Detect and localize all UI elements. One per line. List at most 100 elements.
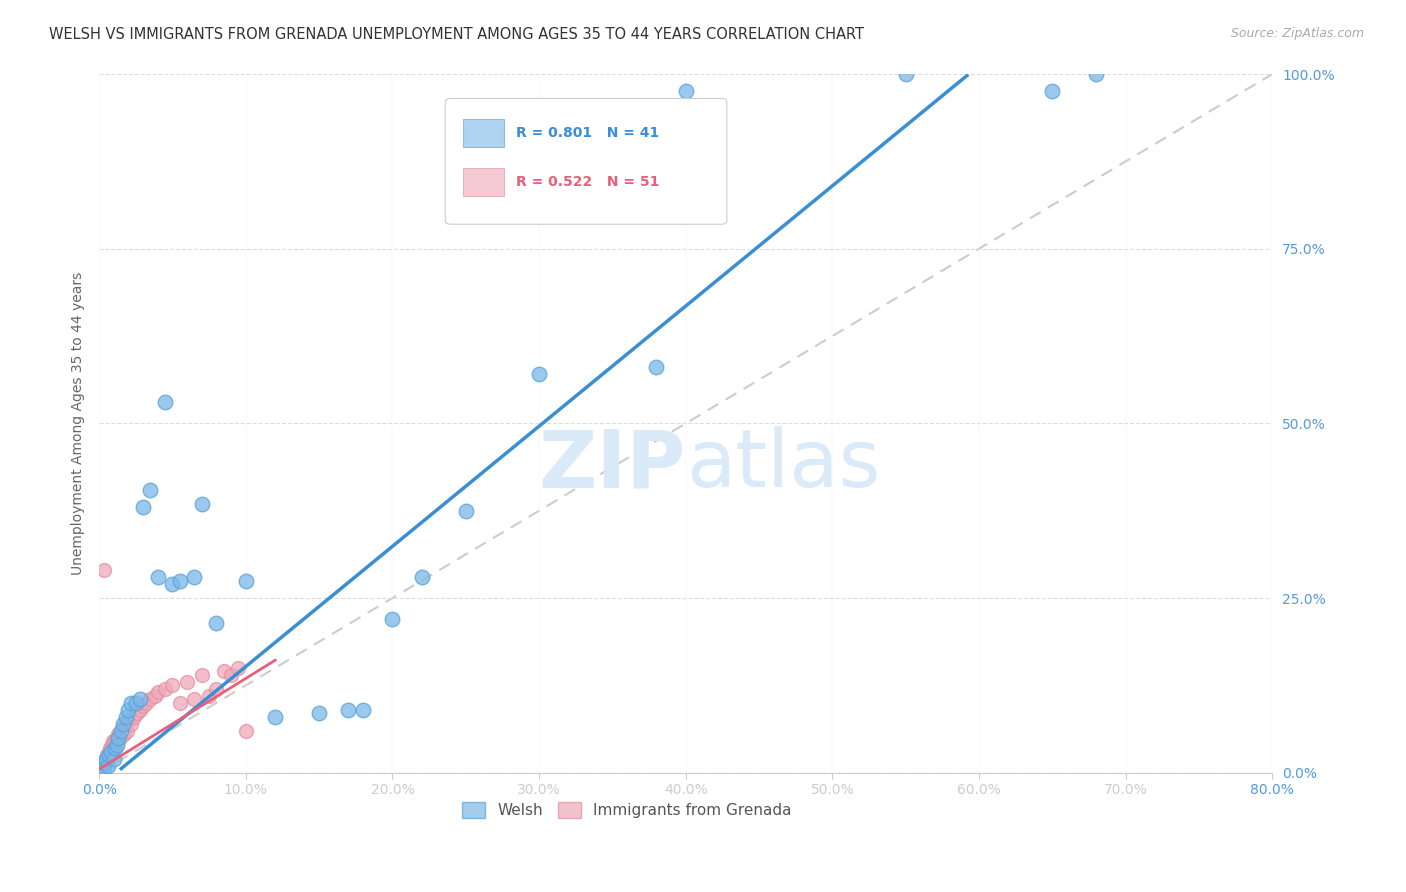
Bar <box>463 120 503 147</box>
Legend: Welsh, Immigrants from Grenada: Welsh, Immigrants from Grenada <box>456 797 799 824</box>
Point <box>228 661 250 675</box>
Point <box>146 685 169 699</box>
Point <box>894 67 917 81</box>
Point <box>153 395 176 409</box>
Point <box>98 741 121 756</box>
Point <box>191 497 214 511</box>
Point <box>91 756 114 770</box>
Point <box>132 500 155 515</box>
Point <box>114 716 136 731</box>
Point <box>100 738 122 752</box>
Point <box>124 710 146 724</box>
Point <box>219 668 242 682</box>
Point <box>264 710 287 724</box>
Point <box>103 738 125 752</box>
Point <box>352 703 374 717</box>
Point <box>98 748 121 763</box>
Point <box>103 752 125 766</box>
Point <box>308 706 330 721</box>
Point <box>108 731 131 745</box>
Point <box>235 574 257 588</box>
Point <box>101 734 124 748</box>
Point <box>117 703 139 717</box>
Point <box>205 615 228 630</box>
Point <box>645 360 668 375</box>
Point <box>205 681 228 696</box>
Point <box>129 703 152 717</box>
Point <box>125 696 148 710</box>
Point <box>527 368 550 382</box>
Text: WELSH VS IMMIGRANTS FROM GRENADA UNEMPLOYMENT AMONG AGES 35 TO 44 YEARS CORRELAT: WELSH VS IMMIGRANTS FROM GRENADA UNEMPLO… <box>49 27 865 42</box>
FancyBboxPatch shape <box>446 98 727 224</box>
Point <box>112 727 135 741</box>
Point <box>162 577 184 591</box>
Point <box>105 738 128 752</box>
Point <box>94 756 117 770</box>
Point <box>411 570 433 584</box>
Point <box>143 689 166 703</box>
Text: atlas: atlas <box>686 426 880 504</box>
Point <box>110 723 132 738</box>
Point <box>169 574 191 588</box>
Point <box>198 689 221 703</box>
Point <box>96 752 118 766</box>
Point <box>132 699 155 714</box>
Point <box>111 716 134 731</box>
Point <box>100 745 122 759</box>
Point <box>91 758 114 772</box>
Point <box>110 723 132 738</box>
Point <box>107 727 129 741</box>
Text: ZIP: ZIP <box>538 426 686 504</box>
Point <box>183 570 205 584</box>
Text: R = 0.801   N = 41: R = 0.801 N = 41 <box>516 127 659 140</box>
Point <box>153 681 176 696</box>
Point <box>139 692 162 706</box>
Point <box>135 696 157 710</box>
Point <box>176 674 198 689</box>
Point <box>120 716 142 731</box>
Text: R = 0.522   N = 51: R = 0.522 N = 51 <box>516 176 659 189</box>
Point <box>337 703 360 717</box>
Point <box>96 752 118 766</box>
Point <box>129 692 152 706</box>
Point <box>107 731 129 745</box>
Point <box>91 758 114 772</box>
Point <box>90 762 112 776</box>
Point <box>169 696 191 710</box>
Point <box>94 756 117 770</box>
Point <box>96 748 118 763</box>
Point <box>1042 85 1064 99</box>
Point <box>93 563 115 577</box>
Y-axis label: Unemployment Among Ages 35 to 44 years: Unemployment Among Ages 35 to 44 years <box>72 272 86 575</box>
Point <box>454 504 477 518</box>
Point <box>93 757 115 772</box>
Point <box>98 748 121 763</box>
Point <box>115 723 138 738</box>
Point <box>381 612 404 626</box>
Point <box>97 758 120 772</box>
Point <box>105 731 128 745</box>
Point <box>183 692 205 706</box>
Point <box>120 696 142 710</box>
Bar <box>463 169 503 196</box>
Point <box>94 753 117 767</box>
Point <box>104 741 127 756</box>
Point <box>212 665 235 679</box>
Point <box>191 668 214 682</box>
Point <box>127 706 149 721</box>
Point <box>1085 67 1108 81</box>
Point <box>101 741 124 756</box>
Point <box>117 714 139 728</box>
Point <box>139 483 162 497</box>
Point <box>162 678 184 692</box>
Point <box>146 570 169 584</box>
Point <box>675 85 697 99</box>
Text: Source: ZipAtlas.com: Source: ZipAtlas.com <box>1230 27 1364 40</box>
Point <box>100 745 122 759</box>
Point <box>93 762 115 776</box>
Point <box>104 734 127 748</box>
Point <box>111 720 134 734</box>
Point <box>235 723 257 738</box>
Point <box>90 760 112 774</box>
Point <box>97 752 120 766</box>
